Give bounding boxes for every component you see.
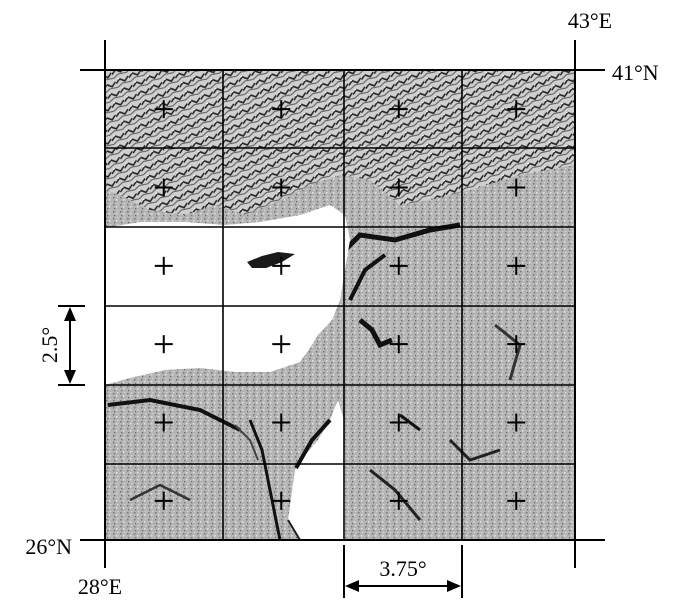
grid-cell-markers bbox=[154, 100, 526, 510]
cell-center-cross bbox=[389, 335, 408, 354]
cell-center-cross bbox=[272, 335, 291, 354]
cell-center-cross bbox=[154, 491, 173, 510]
cell-center-cross bbox=[389, 413, 408, 432]
cell-center-cross bbox=[154, 100, 173, 119]
terrain-relief bbox=[105, 70, 575, 540]
cell-center-cross bbox=[507, 178, 526, 197]
cell-center-cross bbox=[272, 100, 291, 119]
cell-center-cross bbox=[272, 178, 291, 197]
cell-center-cross bbox=[154, 256, 173, 275]
cell-center-cross bbox=[154, 178, 173, 197]
cell-center-cross bbox=[154, 335, 173, 354]
map-frame bbox=[80, 40, 605, 568]
top-right-latitude-label: 41°N bbox=[612, 60, 659, 85]
cell-center-cross bbox=[507, 335, 526, 354]
cell-center-cross bbox=[272, 491, 291, 510]
lat-spacing-label: 2.5° bbox=[37, 327, 62, 363]
cell-center-cross bbox=[507, 491, 526, 510]
cell-center-cross bbox=[389, 491, 408, 510]
bottom-left-latitude-label: 26°N bbox=[25, 534, 72, 559]
lat-spacing-dimension: 2.5° bbox=[37, 305, 85, 386]
cell-center-cross bbox=[389, 100, 408, 119]
cell-center-cross bbox=[507, 256, 526, 275]
top-right-longitude-label: 43°E bbox=[568, 8, 612, 33]
lon-spacing-dimension: 3.75° bbox=[343, 545, 463, 598]
cell-center-cross bbox=[272, 256, 291, 275]
cell-center-cross bbox=[389, 178, 408, 197]
cell-center-cross bbox=[507, 413, 526, 432]
cell-center-cross bbox=[272, 413, 291, 432]
cell-center-cross bbox=[507, 100, 526, 119]
lon-spacing-label: 3.75° bbox=[379, 556, 426, 581]
bottom-left-longitude-label: 28°E bbox=[78, 574, 122, 599]
graticule bbox=[105, 70, 575, 540]
cell-center-cross bbox=[154, 413, 173, 432]
cell-center-cross bbox=[389, 256, 408, 275]
